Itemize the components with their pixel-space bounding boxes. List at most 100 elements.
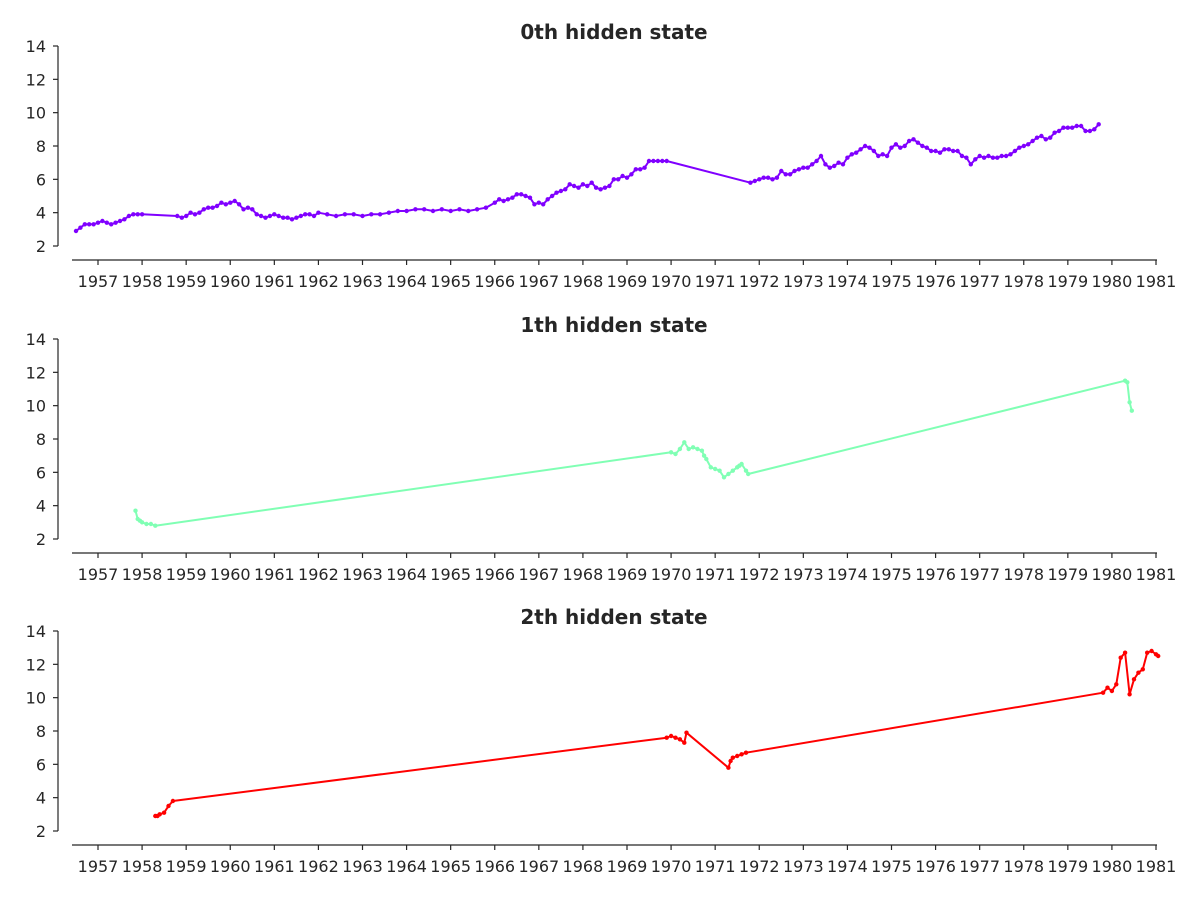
data-point <box>1092 127 1097 132</box>
x-tick-label: 1959 <box>166 857 207 876</box>
data-point <box>549 193 555 199</box>
data-point <box>78 225 83 230</box>
x-tick-label: 1972 <box>739 272 780 291</box>
data-point <box>285 215 290 220</box>
data-point <box>995 155 1000 160</box>
y-tick-label: 10 <box>26 689 46 708</box>
x-tick-label: 1975 <box>871 565 912 584</box>
x-tick-label: 1972 <box>739 857 780 876</box>
data-point <box>1140 667 1146 672</box>
data-point <box>968 162 973 167</box>
x-tick-label: 1981 <box>1136 272 1177 291</box>
data-point <box>144 521 149 527</box>
data-point <box>832 163 837 169</box>
data-point <box>810 162 815 167</box>
data-point <box>236 202 242 207</box>
data-point <box>684 730 689 735</box>
data-point <box>929 148 934 154</box>
data-point <box>774 175 780 180</box>
data-point <box>558 188 564 194</box>
data-point <box>880 152 885 157</box>
data-point <box>607 183 612 189</box>
x-tick-label: 1978 <box>1003 857 1044 876</box>
x-tick-label: 1976 <box>915 565 956 584</box>
y-tick-label: 12 <box>26 70 46 89</box>
data-point <box>620 173 625 179</box>
data-point <box>104 220 110 225</box>
data-point <box>655 158 661 164</box>
data-point <box>946 147 951 152</box>
data-point <box>192 212 198 217</box>
data-point <box>682 440 687 445</box>
data-point <box>492 200 497 205</box>
y-tick-label: 14 <box>26 330 46 349</box>
data-point <box>153 523 158 528</box>
data-point <box>267 213 273 219</box>
data-point <box>554 190 559 195</box>
data-point <box>448 208 453 214</box>
data-point <box>836 160 841 165</box>
data-point <box>854 150 859 155</box>
y-tick-label: 4 <box>36 497 46 516</box>
data-point <box>250 207 255 212</box>
x-tick-label: 1972 <box>739 565 780 584</box>
x-tick-label: 1962 <box>298 565 339 584</box>
data-point <box>276 213 281 219</box>
x-tick-label: 1974 <box>827 272 868 291</box>
x-tick-label: 1979 <box>1047 565 1088 584</box>
data-point <box>91 222 96 227</box>
data-point <box>536 200 541 205</box>
data-point <box>157 812 162 817</box>
data-point <box>1136 670 1141 675</box>
data-point <box>796 167 802 172</box>
data-point <box>179 215 184 220</box>
data-point <box>1043 137 1049 142</box>
x-tick-label: 1980 <box>1092 565 1133 584</box>
y-tick-label: 14 <box>26 622 46 641</box>
data-point <box>232 198 237 204</box>
y-tick-label: 2 <box>36 530 46 549</box>
data-point <box>281 215 286 220</box>
data-point <box>1070 125 1075 130</box>
data-point <box>704 456 709 462</box>
data-point <box>814 158 819 164</box>
x-tick-label: 1975 <box>871 272 912 291</box>
data-point <box>902 143 907 149</box>
x-tick-label: 1980 <box>1092 272 1133 291</box>
data-point <box>214 203 220 209</box>
data-point <box>602 185 608 190</box>
x-tick-label: 1973 <box>783 857 824 876</box>
data-point <box>664 735 669 740</box>
x-tick-label: 1964 <box>386 565 427 584</box>
data-point <box>1105 685 1110 690</box>
y-tick-label: 14 <box>26 37 46 56</box>
data-point <box>82 222 88 227</box>
chart-title: 0th hidden state <box>520 20 707 44</box>
x-tick-label: 1969 <box>607 857 648 876</box>
x-tick-label: 1965 <box>430 857 471 876</box>
y-tick-label: 8 <box>36 430 46 449</box>
data-point <box>942 147 947 152</box>
data-point <box>682 740 687 745</box>
data-point <box>730 468 735 473</box>
x-tick-label: 1973 <box>783 272 824 291</box>
x-tick-label: 1970 <box>651 565 692 584</box>
data-point <box>893 142 899 147</box>
data-point <box>333 213 339 219</box>
x-tick-label: 1958 <box>122 857 163 876</box>
data-point <box>483 205 489 210</box>
data-point <box>1131 677 1137 682</box>
data-point <box>933 148 938 154</box>
data-point <box>1145 650 1150 655</box>
data-point <box>307 212 312 217</box>
data-point <box>783 172 788 177</box>
x-tick-label: 1962 <box>298 857 339 876</box>
x-tick-label: 1959 <box>166 565 207 584</box>
data-point <box>413 207 418 212</box>
data-point <box>664 158 669 164</box>
data-point <box>228 200 233 205</box>
y-tick-label: 10 <box>26 104 46 123</box>
data-point <box>765 175 771 180</box>
x-tick-label: 1971 <box>695 565 736 584</box>
